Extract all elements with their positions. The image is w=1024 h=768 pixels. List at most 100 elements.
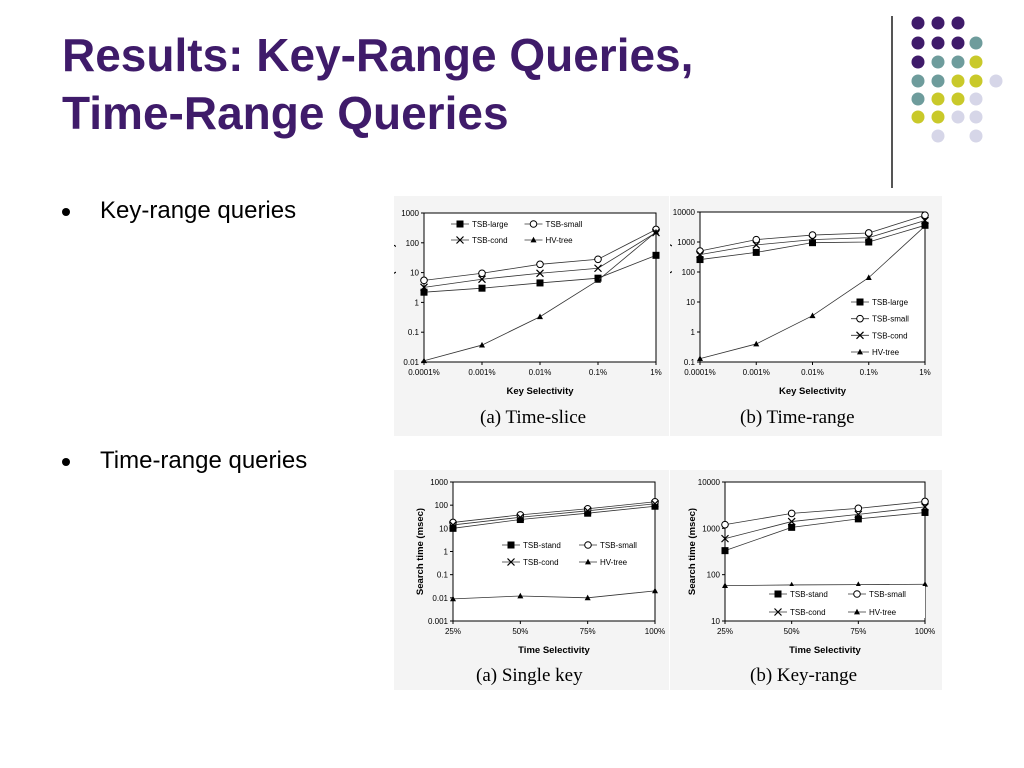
x-tick-label: 0.1% [860, 368, 878, 377]
data-point [854, 515, 862, 523]
y-axis-label: Search time (msec) [687, 508, 698, 595]
data-point [456, 220, 464, 228]
x-tick-label: 50% [784, 627, 800, 636]
data-point [584, 541, 592, 549]
legend-label: TSB-cond [472, 236, 508, 245]
data-point [722, 582, 728, 589]
chart-caption: (a) Single key [476, 665, 583, 686]
y-tick-label: 100 [435, 501, 449, 510]
dot-icon [969, 110, 983, 124]
data-point [516, 516, 524, 524]
y-tick-label: 10000 [673, 208, 696, 217]
legend-item: TSB-small [848, 590, 906, 599]
series-line [452, 505, 656, 529]
series-hv-tree [722, 581, 928, 589]
series-tsb-small [420, 225, 660, 285]
y-tick-label: 0.01 [403, 358, 419, 367]
series-tsb-cond [696, 216, 929, 259]
dot-icon [951, 16, 965, 30]
dot-icon [969, 55, 983, 69]
y-tick-label: 1000 [702, 524, 720, 533]
y-tick-label: 0.001 [428, 617, 449, 626]
data-point [788, 581, 795, 588]
data-point [537, 313, 543, 320]
data-point [652, 251, 660, 259]
legend-item: TSB-cond [851, 331, 908, 340]
series-line [724, 512, 926, 552]
legend-item: TSB-cond [502, 558, 559, 567]
dot-icon [931, 74, 945, 88]
y-tick-label: 10 [439, 524, 448, 533]
series-line [452, 590, 656, 600]
dot-icon [951, 92, 965, 106]
x-axis-label: Key Selectivity [779, 386, 847, 397]
dot-icon [911, 92, 925, 106]
legend-label: HV-tree [600, 558, 628, 567]
series-line [724, 501, 926, 526]
data-point [788, 523, 796, 531]
series-tsb-cond [449, 499, 659, 529]
legend-item: TSB-cond [451, 236, 508, 245]
legend-item: HV-tree [579, 558, 628, 567]
legend-label: HV-tree [546, 236, 574, 245]
chart-key-range: 10 100 1000 10000 25% 50% 75% 100% Time Selectiv… [687, 478, 935, 656]
data-point [584, 509, 592, 517]
data-point [478, 275, 486, 284]
dot-icon [931, 92, 945, 106]
data-point [456, 236, 464, 244]
x-tick-label: 0.001% [468, 368, 495, 377]
data-point [808, 231, 817, 239]
series-hv-tree [450, 587, 658, 602]
data-point [921, 497, 929, 506]
x-tick-label: 0.1% [589, 368, 607, 377]
dot-icon [969, 129, 983, 143]
series-line [724, 506, 926, 539]
data-point [787, 517, 796, 526]
data-point [752, 235, 761, 244]
data-point [921, 508, 929, 516]
data-point [809, 312, 816, 319]
x-tick-label: 0.0001% [408, 368, 440, 377]
chart-caption: (b) Key-range [750, 665, 858, 686]
legend-box [767, 586, 925, 618]
x-tick-label: 0.001% [743, 368, 770, 377]
data-point [507, 558, 515, 566]
x-axis-label: Time Selectivity [518, 645, 590, 656]
data-point [855, 581, 862, 588]
y-tick-label: 100 [682, 268, 696, 277]
legend-label: TSB-small [600, 541, 637, 550]
data-point [857, 348, 863, 355]
data-point [530, 236, 537, 243]
data-point [721, 547, 729, 555]
x-tick-label: 0.01% [801, 368, 824, 377]
data-point [864, 233, 873, 242]
data-point [921, 502, 929, 511]
data-point [774, 608, 782, 616]
data-point [753, 340, 760, 347]
data-point [479, 341, 485, 348]
legend-label: TSB-stand [790, 590, 828, 599]
legend-item: TSB-small [579, 541, 637, 550]
data-point [516, 513, 525, 522]
series-line [724, 583, 926, 587]
y-tick-label: 10 [410, 269, 419, 278]
data-point [808, 235, 817, 244]
bullet-dot-icon [62, 458, 70, 466]
data-point [595, 277, 601, 283]
y-tick-label: 0.1 [437, 571, 449, 580]
data-point [774, 590, 782, 598]
data-point [529, 220, 538, 228]
y-tick-label: 1000 [401, 209, 419, 218]
data-point [865, 274, 872, 281]
slide-title: Results: Key-Range Queries, Time-Range Q… [62, 26, 862, 142]
legend-label: TSB-cond [872, 331, 908, 340]
y-tick-label: 0.1 [684, 358, 696, 367]
dot-icon [931, 16, 945, 30]
data-point [536, 260, 544, 269]
data-point [651, 499, 659, 508]
series-line [452, 501, 656, 523]
legend-label: TSB-small [546, 220, 583, 229]
data-point [420, 283, 428, 292]
dot-icon [911, 36, 925, 50]
data-point [594, 255, 602, 264]
